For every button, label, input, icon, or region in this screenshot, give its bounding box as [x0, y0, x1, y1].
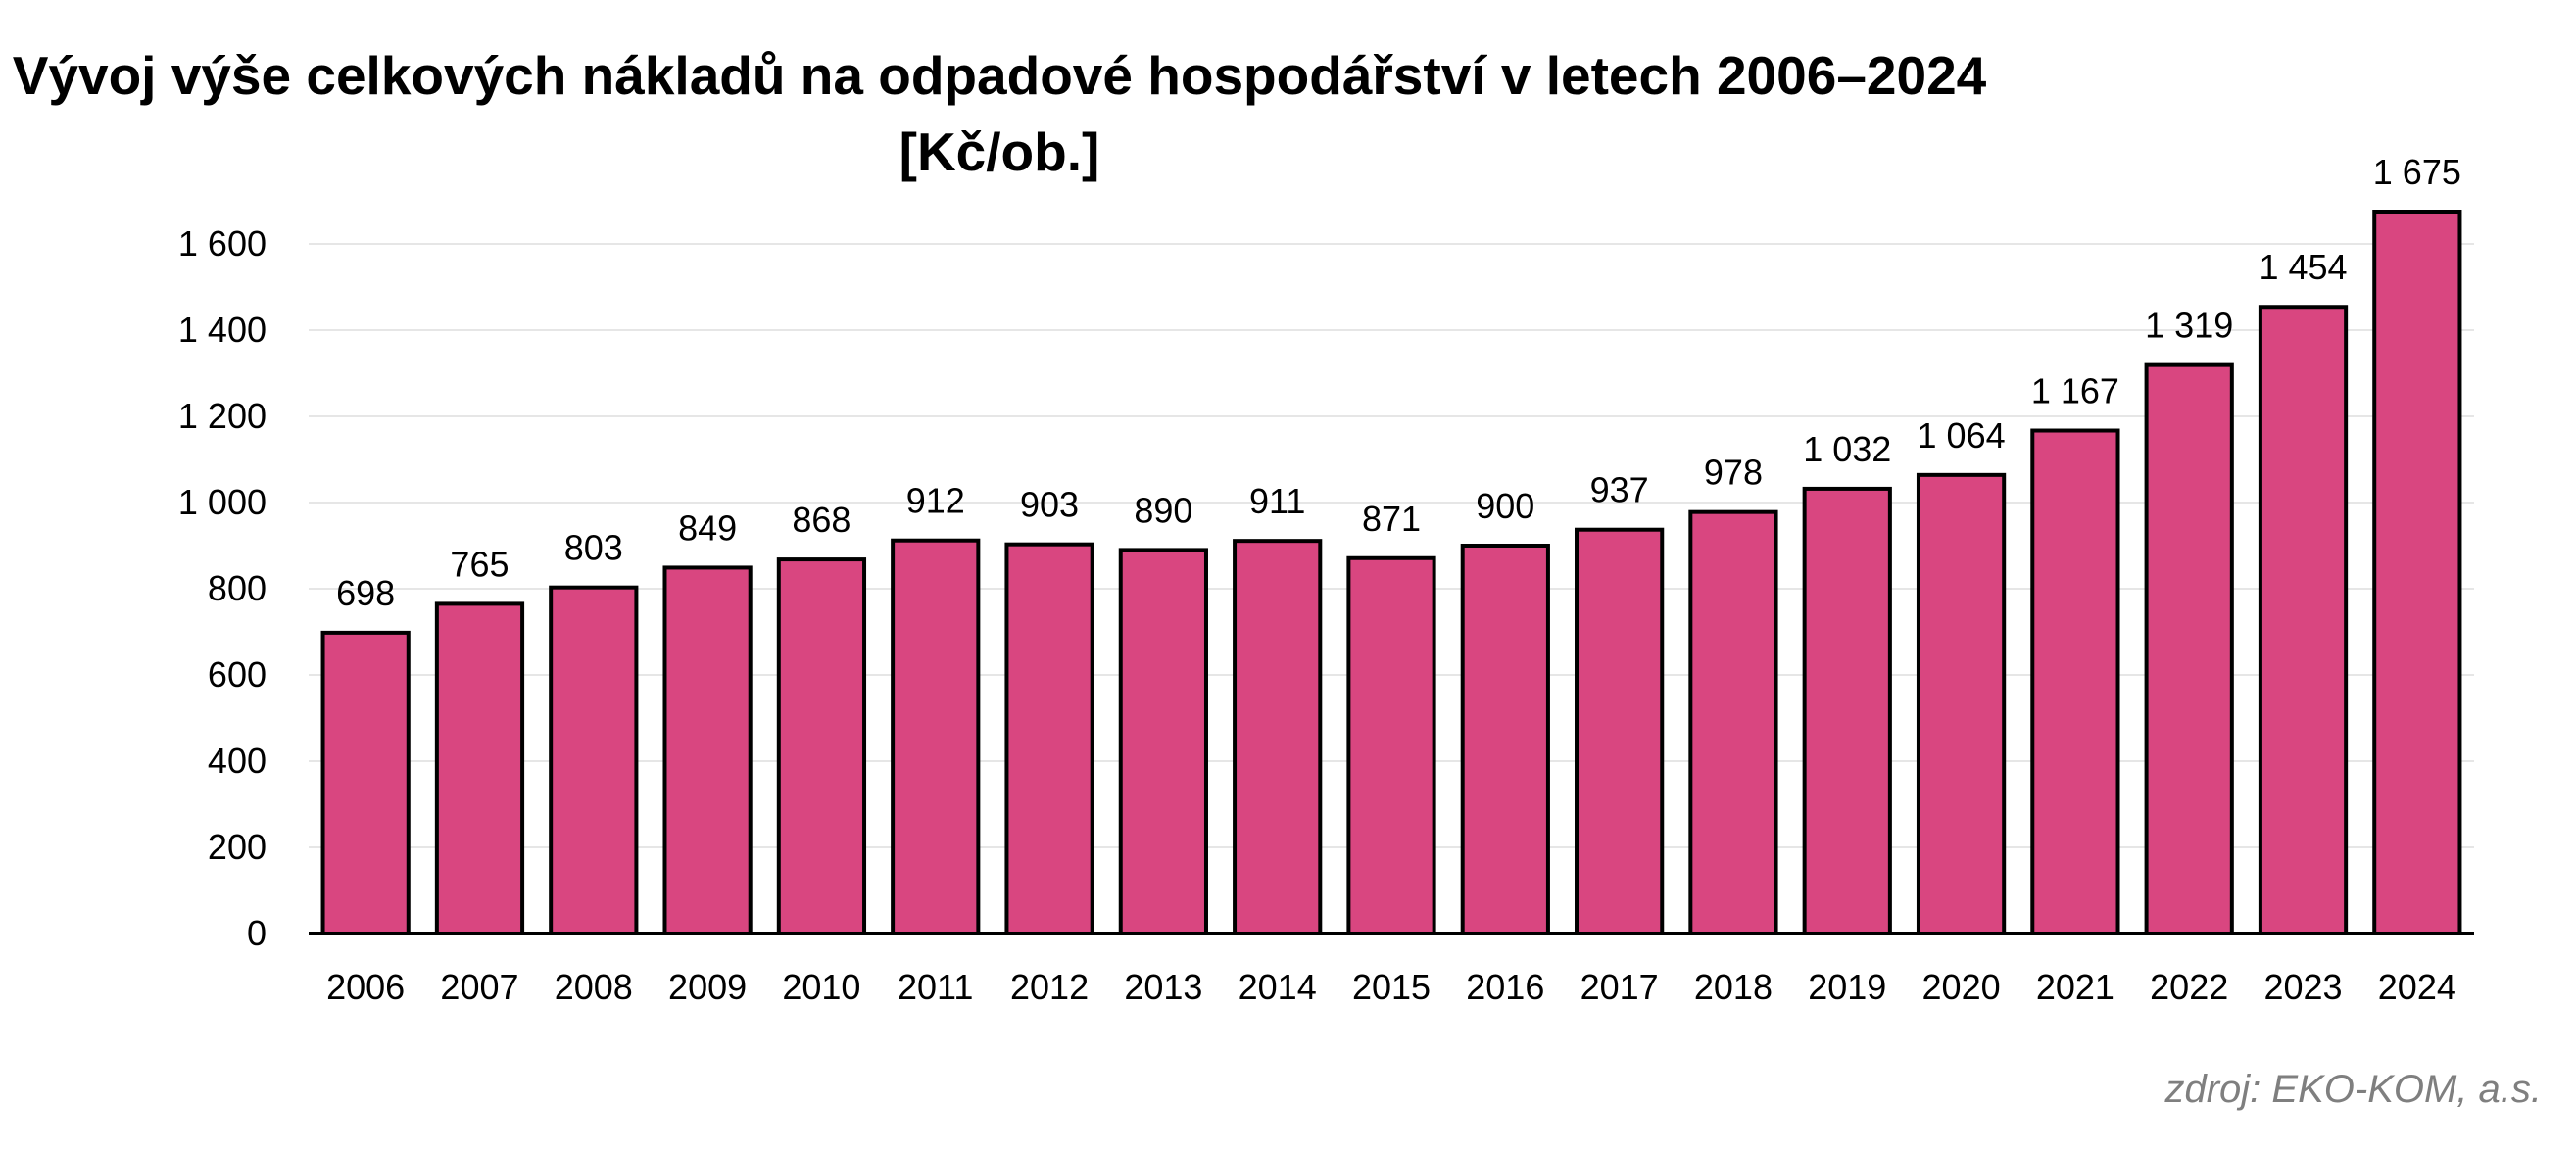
bar [1346, 555, 1436, 935]
x-tick-label: 2024 [2378, 967, 2456, 1007]
data-label: 1 454 [2259, 247, 2347, 287]
data-label: 698 [336, 573, 395, 613]
x-tick-label: 2021 [2036, 967, 2114, 1007]
y-axis: 0 200 400 600 800 1 000 1 200 1 400 1 600 [178, 223, 267, 953]
y-tick-label: 1 400 [178, 310, 267, 350]
x-tick-label: 2009 [668, 967, 747, 1007]
x-tick-label: 2018 [1694, 967, 1773, 1007]
chart-title-line1: Vývoj výše celkových nákladů na odpadové… [12, 45, 1987, 106]
bar [2258, 305, 2349, 935]
data-labels: 698 765 803 849 868 912 903 890 911 871 900 937 978 1… [336, 152, 2461, 613]
y-tick-label: 200 [208, 827, 267, 867]
bar [776, 557, 867, 936]
x-tick-label: 2006 [326, 967, 405, 1007]
x-tick-label: 2016 [1466, 967, 1544, 1007]
y-tick-label: 800 [208, 568, 267, 608]
data-label: 1 319 [2145, 306, 2233, 346]
x-tick-label: 2020 [1922, 967, 2001, 1007]
bar [1004, 542, 1094, 935]
bar [1233, 539, 1323, 935]
data-label: 903 [1020, 485, 1079, 525]
data-label: 937 [1590, 470, 1649, 510]
data-label: 803 [564, 528, 623, 568]
data-label: 1 675 [2373, 152, 2461, 192]
bar [2030, 428, 2120, 935]
bars [320, 210, 2462, 936]
bar [1802, 486, 1892, 935]
data-label: 871 [1362, 499, 1421, 539]
x-tick-label: 2023 [2263, 967, 2342, 1007]
data-label: 912 [906, 481, 965, 521]
bar [891, 538, 981, 935]
data-label: 900 [1476, 486, 1534, 526]
x-tick-label: 2015 [1352, 967, 1431, 1007]
x-tick-label: 2022 [2150, 967, 2228, 1007]
data-label: 1 032 [1803, 429, 1891, 469]
data-label: 911 [1249, 481, 1305, 521]
bar [2144, 362, 2234, 935]
bar [320, 630, 411, 935]
x-tick-label: 2019 [1808, 967, 1886, 1007]
bar [1688, 509, 1778, 935]
bar [1118, 548, 1208, 936]
bar [1575, 527, 1665, 935]
y-tick-label: 1 000 [178, 482, 267, 522]
chart-title: Vývoj výše celkových nákladů na odpadové… [0, 37, 1999, 190]
data-label: 765 [450, 544, 509, 584]
bar [662, 565, 753, 935]
x-tick-label: 2008 [555, 967, 633, 1007]
bar [434, 601, 525, 936]
data-label: 890 [1134, 490, 1192, 530]
y-tick-label: 0 [247, 913, 267, 953]
bar [1916, 472, 2007, 935]
y-tick-label: 600 [208, 654, 267, 695]
bar [2372, 210, 2462, 935]
bar [1460, 544, 1550, 935]
data-label: 849 [678, 507, 737, 548]
source-note: zdroj: EKO-KOM, a.s. [2164, 1068, 2542, 1111]
x-tick-label: 2012 [1010, 967, 1089, 1007]
data-label: 1 064 [1918, 415, 2006, 456]
x-tick-label: 2013 [1124, 967, 1202, 1007]
bar [549, 585, 639, 935]
y-tick-label: 1 600 [178, 223, 267, 264]
data-label: 1 167 [2031, 371, 2119, 411]
chart-subtitle: [Kč/ob.] [899, 121, 1100, 182]
data-label: 868 [792, 500, 851, 540]
x-tick-label: 2017 [1580, 967, 1659, 1007]
data-label: 978 [1704, 453, 1763, 493]
y-tick-label: 1 200 [178, 396, 267, 436]
x-tick-label: 2011 [898, 967, 973, 1007]
x-tick-label: 2010 [782, 967, 860, 1007]
x-tick-label: 2014 [1239, 967, 1317, 1007]
x-axis: 2006 2007 2008 2009 2010 2011 2012 2013 2014 2015… [309, 932, 2474, 1007]
x-tick-label: 2007 [440, 967, 518, 1007]
y-tick-label: 400 [208, 741, 267, 781]
